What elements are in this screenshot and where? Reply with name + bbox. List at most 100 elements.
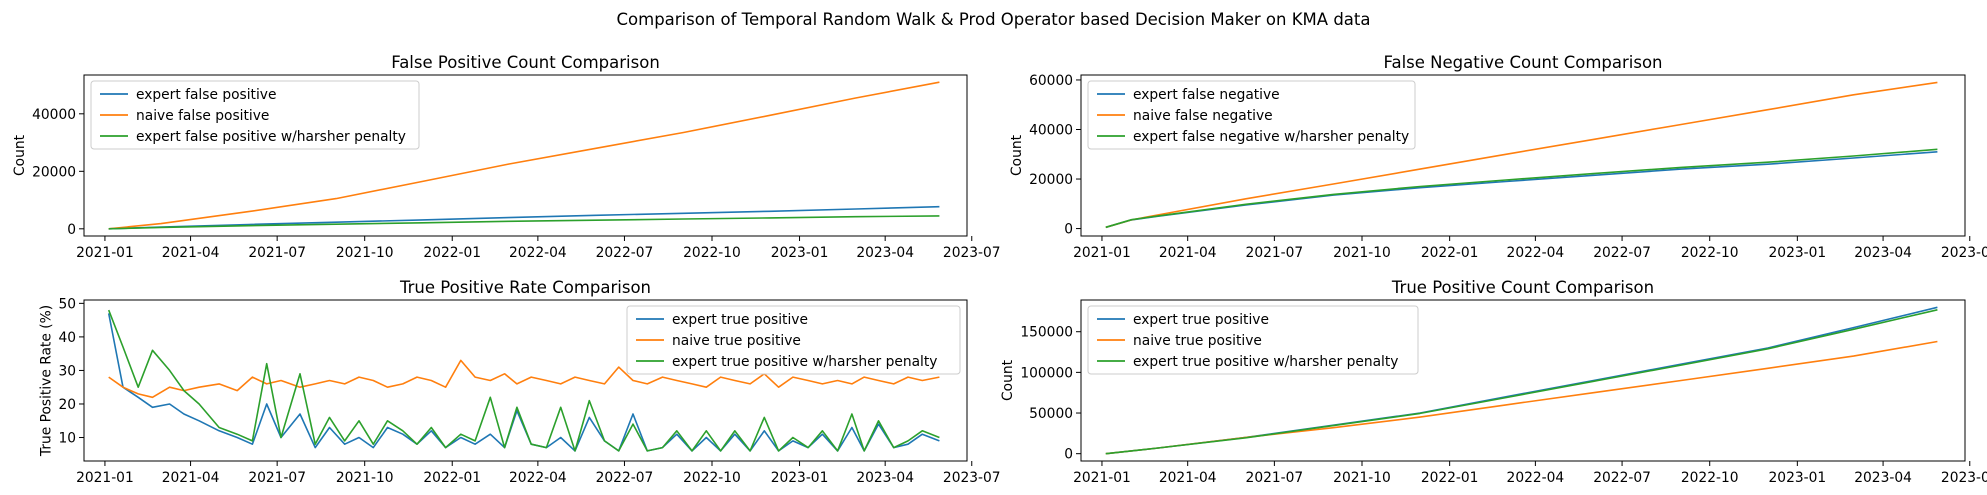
legend-label: naive true positive [1133, 333, 1262, 349]
x-tick-label: 2022-01 [423, 470, 481, 486]
x-tick-label: 2021-07 [248, 245, 306, 261]
axes-frame [1080, 74, 1966, 237]
panel-title: False Positive Count Comparison [391, 53, 660, 72]
series-lines [1105, 306, 1938, 455]
series-lines [1105, 81, 1938, 229]
x-tick-label: 2021-10 [1333, 245, 1391, 261]
panel-3: True Positive Rate Comparison 2021-01 2021… [38, 278, 1000, 486]
legend-label: expert true positive [672, 312, 808, 328]
legend-label: expert false positive [136, 87, 276, 103]
legend-label: expert true positive w/harsher penalty [672, 354, 937, 370]
x-tick-label: 2021-01 [76, 245, 134, 261]
x-tick-label: 2021-07 [248, 470, 306, 486]
legend-label: naive false positive [136, 108, 269, 124]
x-tick-label: 2021-10 [1333, 470, 1391, 486]
x-tick-label: 2022-07 [596, 470, 654, 486]
axes-frame [83, 74, 968, 237]
legend: expert false positive naive false positiv… [90, 80, 420, 150]
legend-label: expert true positive w/harsher penalty [1133, 354, 1398, 370]
x-tick-label: 2023-04 [856, 470, 914, 486]
x-tick-label: 2023-07 [1941, 470, 1987, 486]
y-tick-label: 60000 [1029, 73, 1073, 89]
axes-frame [1080, 299, 1966, 462]
x-tick-label: 2022-10 [683, 470, 741, 486]
y-tick-label: 0 [1064, 222, 1073, 238]
y-tick-label: 20000 [32, 164, 76, 180]
x-tick-label: 2021-10 [336, 470, 394, 486]
x-tick-label: 2023-07 [1941, 245, 1987, 261]
x-tick-label: 2021-04 [162, 470, 220, 486]
x-tick-label: 2023-07 [943, 245, 1001, 261]
x-tick-label: 2022-07 [1593, 470, 1651, 486]
x-tick-label: 2023-01 [1769, 245, 1827, 261]
x-tick-label: 2021-01 [76, 470, 134, 486]
y-axis-label: Count [1009, 134, 1025, 176]
y-tick-label: 150000 [1020, 325, 1073, 341]
panel-title: True Positive Count Comparison [1391, 278, 1654, 297]
y-tick-label: 0 [1064, 447, 1073, 463]
x-tick-label: 2021-04 [1159, 470, 1217, 486]
axes-frame [83, 299, 968, 462]
panel-4: True Positive Count Comparison 2021-01 202… [1000, 278, 1987, 486]
x-tick-label: 2023-04 [1854, 470, 1912, 486]
series-line-2 [108, 359, 940, 399]
legend-label: naive true positive [672, 333, 801, 349]
x-tick-label: 2022-04 [1507, 245, 1565, 261]
series-line-2 [108, 81, 940, 230]
panel-1: False Positive Count Comparison 2021-01 20… [12, 53, 1001, 261]
x-tick-label: 2023-01 [771, 470, 829, 486]
x-tick-label: 2021-07 [1246, 470, 1304, 486]
legend-box [626, 305, 961, 375]
y-tick-label: 20000 [1029, 172, 1073, 188]
x-tick-label: 2021-04 [162, 245, 220, 261]
series-line-1 [108, 205, 940, 230]
x-tick-label: 2022-10 [1681, 470, 1739, 486]
legend: expert true positive naive true positive e… [1087, 305, 1419, 375]
series-line-3 [1105, 309, 1938, 455]
y-tick-label: 40 [58, 330, 76, 346]
x-tick-label: 2022-04 [1507, 470, 1565, 486]
x-tick-label: 2021-07 [1246, 245, 1304, 261]
x-tick-label: 2023-01 [1769, 470, 1827, 486]
y-axis-label: Count [12, 134, 28, 176]
y-tick-label: 0 [67, 222, 76, 238]
legend: expert true positive naive true positive e… [626, 305, 961, 375]
y-tick-label: 10 [58, 431, 76, 447]
legend-label: naive false negative [1133, 108, 1273, 124]
legend-box [1087, 305, 1419, 375]
y-tick-label: 20 [58, 397, 76, 413]
legend-label: expert false negative [1133, 87, 1280, 103]
series-line-3 [1105, 148, 1938, 229]
x-tick-label: 2022-07 [1593, 245, 1651, 261]
legend-label: expert false negative w/harsher penalty [1133, 129, 1409, 145]
y-tick-label: 30 [58, 363, 76, 379]
x-tick-label: 2022-04 [509, 245, 567, 261]
y-axis-label: True Positive Rate (%) [38, 305, 54, 457]
x-tick-label: 2023-04 [856, 245, 914, 261]
panel-2: False Negative Count Comparison 2021-01 20… [1009, 53, 1987, 261]
series-line-1 [1105, 151, 1938, 229]
y-tick-label: 50000 [1029, 406, 1073, 422]
x-tick-label: 2022-01 [423, 245, 481, 261]
series-lines [108, 81, 940, 230]
y-tick-label: 40000 [1029, 122, 1073, 138]
x-tick-label: 2021-10 [336, 245, 394, 261]
panels: False Positive Count Comparison 2021-01 20… [12, 53, 1987, 486]
figure-suptitle: Comparison of Temporal Random Walk & Pro… [617, 10, 1371, 29]
x-tick-label: 2022-10 [683, 245, 741, 261]
x-tick-label: 2022-01 [1421, 470, 1479, 486]
x-tick-label: 2022-01 [1421, 245, 1479, 261]
series-line-3 [108, 215, 940, 230]
y-tick-label: 100000 [1020, 365, 1073, 381]
x-tick-label: 2021-01 [1073, 470, 1131, 486]
x-tick-label: 2023-04 [1854, 245, 1912, 261]
legend-box [1087, 80, 1416, 150]
x-tick-label: 2023-01 [771, 245, 829, 261]
series-line-3 [107, 309, 940, 452]
x-tick-label: 2021-04 [1159, 245, 1217, 261]
x-tick-label: 2021-01 [1073, 245, 1131, 261]
x-tick-label: 2022-04 [509, 470, 567, 486]
x-tick-label: 2022-07 [596, 245, 654, 261]
x-tick-label: 2022-10 [1681, 245, 1739, 261]
legend-label: expert true positive [1133, 312, 1269, 328]
